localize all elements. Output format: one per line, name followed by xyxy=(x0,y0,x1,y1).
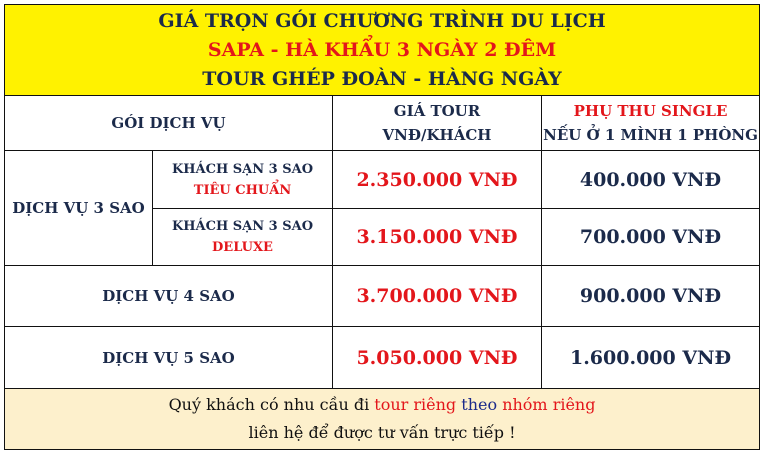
table-row: DỊCH VỤ 3 SAO KHÁCH SẠN 3 SAO TIÊU CHUẨN… xyxy=(4,150,761,266)
footer-line-1: Quý khách có nhu cầu đi tour riêng theo … xyxy=(5,391,759,419)
single-surcharge: 1.600.000 VNĐ xyxy=(540,326,761,389)
hotel-cell: KHÁCH SẠN 3 SAO TIÊU CHUẨN xyxy=(152,150,333,209)
hotel-cell: KHÁCH SẠN 3 SAO DELUXE xyxy=(152,208,333,266)
header-price: GIÁ TOUR VNĐ/KHÁCH xyxy=(332,95,542,151)
header-single: PHỤ THU SINGLE NẾU Ở 1 MÌNH 1 PHÒNG xyxy=(540,95,761,151)
header-price-line2: VNĐ/KHÁCH xyxy=(382,126,492,144)
table-row: KHÁCH SẠN 3 SAO DELUXE 3.150.000 VNĐ 700… xyxy=(5,208,761,266)
title-line-2: SAPA - HÀ KHẨU 3 NGÀY 2 ĐÊM xyxy=(207,38,557,61)
header-price-line1: GIÁ TOUR xyxy=(393,102,481,120)
footer-highlight: tour riêng xyxy=(374,395,457,414)
hotel-type: DELUXE xyxy=(212,240,273,255)
title-line-3: TOUR GHÉP ĐOÀN - HÀNG NGÀY xyxy=(202,67,562,90)
header-single-line1: PHỤ THU SINGLE xyxy=(573,102,728,120)
tour-price: 2.350.000 VNĐ xyxy=(332,150,542,209)
title-banner: GIÁ TRỌN GÓI CHƯƠNG TRÌNH DU LỊCH SAPA -… xyxy=(3,4,761,96)
service-name: DỊCH VỤ 3 SAO xyxy=(4,150,153,266)
title-line-1: GIÁ TRỌN GÓI CHƯƠNG TRÌNH DU LỊCH xyxy=(158,9,606,32)
hotel-name: KHÁCH SẠN 3 SAO xyxy=(171,161,314,177)
tour-price: 3.700.000 VNĐ xyxy=(332,265,542,327)
hotel-type: TIÊU CHUẨN xyxy=(193,182,292,198)
footer-highlight: nhóm riêng xyxy=(502,395,596,414)
service-name: DỊCH VỤ 4 SAO xyxy=(4,265,333,327)
header-single-line2: NẾU Ở 1 MÌNH 1 PHÒNG xyxy=(543,126,758,144)
footer-note: Quý khách có nhu cầu đi tour riêng theo … xyxy=(3,388,761,450)
single-surcharge: 900.000 VNĐ xyxy=(540,265,761,327)
single-surcharge: 400.000 VNĐ xyxy=(540,150,761,209)
header-service: GÓI DỊCH VỤ xyxy=(4,95,333,151)
tour-price: 3.150.000 VNĐ xyxy=(332,208,542,266)
tour-price: 5.050.000 VNĐ xyxy=(332,326,542,389)
footer-line-2: liên hệ để được tư vấn trực tiếp ! xyxy=(248,423,516,442)
table-row: DỊCH VỤ 4 SAO 3.700.000 VNĐ 900.000 VNĐ xyxy=(4,265,761,327)
footer-text: Quý khách có nhu cầu đi xyxy=(168,395,375,414)
single-surcharge: 700.000 VNĐ xyxy=(540,208,761,266)
table-row: DỊCH VỤ 5 SAO 5.050.000 VNĐ 1.600.000 VN… xyxy=(4,326,761,389)
hotel-name: KHÁCH SẠN 3 SAO xyxy=(171,219,314,234)
footer-text: theo xyxy=(456,395,503,414)
service-name: DỊCH VỤ 5 SAO xyxy=(4,326,333,389)
price-table: GIÁ TRỌN GÓI CHƯƠNG TRÌNH DU LỊCH SAPA -… xyxy=(3,4,761,450)
